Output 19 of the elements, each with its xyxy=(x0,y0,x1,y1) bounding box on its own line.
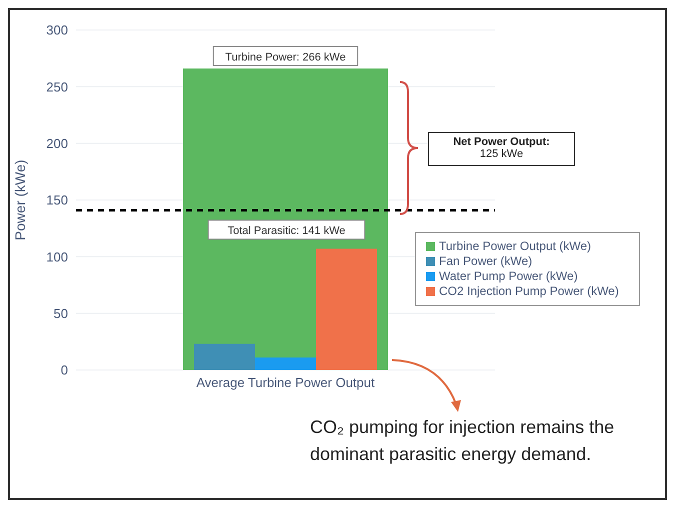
bar xyxy=(255,358,316,370)
bar xyxy=(194,344,255,370)
x-tick-label: Average Turbine Power Output xyxy=(196,375,376,390)
legend-label: Fan Power (kWe) xyxy=(439,254,532,268)
text: CO₂ pumping for injection remains the dominant parasitic energy demand. xyxy=(310,416,616,466)
y-axis-title: Power (kWe) xyxy=(12,160,28,240)
y-tick-label: 150 xyxy=(46,192,68,208)
legend-label: Water Pump Power (kWe) xyxy=(439,269,578,283)
y-tick-label: 250 xyxy=(46,79,68,94)
legend-label: CO2 Injection Pump Power (kWe) xyxy=(439,284,619,298)
y-tick-label: 100 xyxy=(46,249,68,264)
legend-label: Turbine Power Output (kWe) xyxy=(439,239,592,253)
y-tick-label: 300 xyxy=(46,22,68,38)
bar xyxy=(316,248,377,370)
annotation: Turbine Power: 266 kWe xyxy=(225,52,346,64)
ref-line-label: Total Parasitic: 141 kWe xyxy=(228,225,346,238)
y-tick-label: 50 xyxy=(54,306,68,321)
y-tick-label: 200 xyxy=(46,136,68,151)
y-tick-label: 0 xyxy=(60,362,68,378)
